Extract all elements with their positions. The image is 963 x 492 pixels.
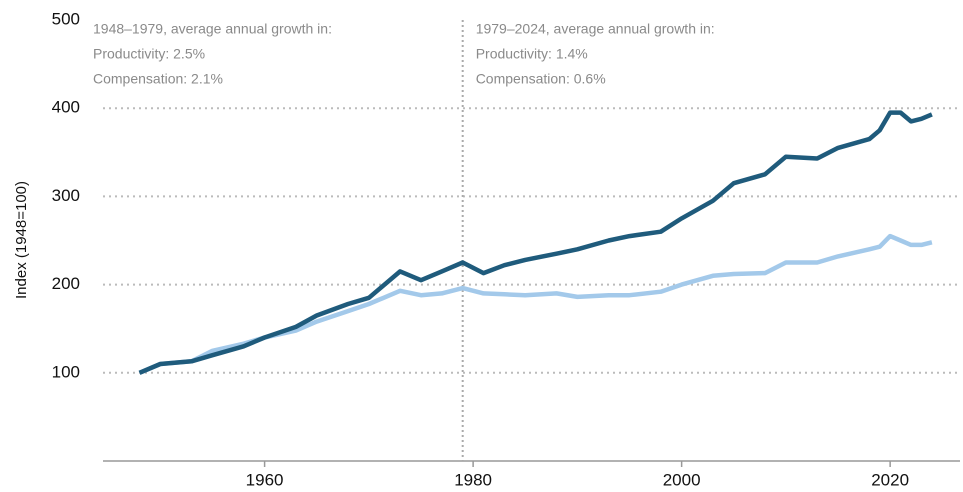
y-tick-label: 500	[52, 9, 80, 28]
annotation: Productivity: 2.5%	[93, 46, 205, 62]
series-line	[138, 233, 933, 375]
y-tick-label: 100	[52, 362, 80, 381]
y-tick-label: 200	[52, 274, 80, 293]
annotation: 1948–1979, average annual growth in:	[93, 21, 332, 37]
annotation: Productivity: 1.4%	[476, 46, 588, 62]
y-axis-label: Index (1948=100)	[13, 181, 30, 299]
series-line	[138, 110, 933, 375]
x-tick-label: 2020	[871, 470, 909, 489]
annotation: Compensation: 2.1%	[93, 71, 223, 87]
x-tick-label: 1960	[246, 470, 284, 489]
x-tick-label: 1980	[454, 470, 492, 489]
y-tick-label: 300	[52, 186, 80, 205]
annotation: Compensation: 0.6%	[476, 71, 606, 87]
annotation: 1979–2024, average annual growth in:	[476, 21, 715, 37]
y-tick-label: 400	[52, 98, 80, 117]
x-tick-label: 2000	[663, 470, 701, 489]
